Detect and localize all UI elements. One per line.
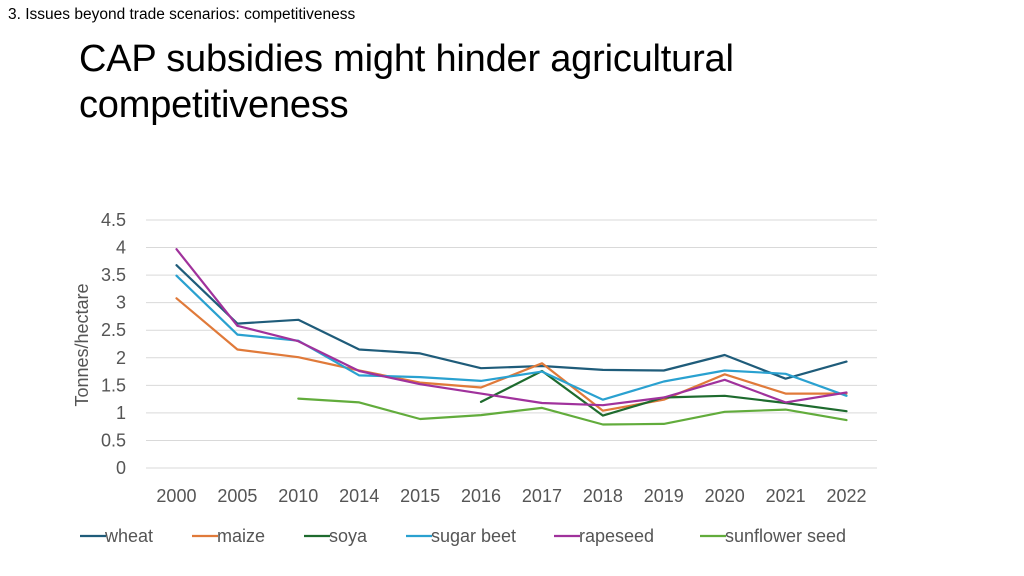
y-tick-label: 0.5	[101, 430, 126, 450]
x-tick-label: 2014	[339, 486, 379, 506]
x-tick-label: 2010	[278, 486, 318, 506]
x-tick-label: 2020	[705, 486, 745, 506]
legend-label: wheat	[104, 526, 153, 546]
x-tick-label: 2005	[217, 486, 257, 506]
x-tick-label: 2017	[522, 486, 562, 506]
x-tick-label: 2022	[827, 486, 867, 506]
legend-item-rapeseed: rapeseed	[554, 526, 654, 546]
legend-label: maize	[217, 526, 265, 546]
y-axis-title: Tonnes/hectare	[72, 283, 92, 406]
y-tick-label: 2	[116, 348, 126, 368]
legend-label: rapeseed	[579, 526, 654, 546]
slide-title: CAP subsidies might hinder agricultural …	[79, 38, 734, 126]
series-line-maize	[175, 297, 848, 412]
y-tick-label: 1.5	[101, 375, 126, 395]
section-label: 3. Issues beyond trade scenarios: compet…	[8, 6, 356, 23]
y-tick-label: 2.5	[101, 320, 126, 340]
legend-item-wheat: wheat	[80, 526, 153, 546]
x-tick-label: 2018	[583, 486, 623, 506]
y-tick-label: 0	[116, 458, 126, 478]
y-axis-ticks: 0 0.5 1 1.5 2 2.5 3 3.5 4 4.5	[101, 210, 126, 478]
legend-label: soya	[329, 526, 368, 546]
legend-item-maize: maize	[192, 526, 265, 546]
legend-item-sugar-beet: sugar beet	[406, 526, 516, 546]
series-line-wheat	[175, 264, 848, 380]
series-line-rapeseed	[175, 248, 848, 407]
y-tick-label: 4.5	[101, 210, 126, 230]
y-tick-label: 4	[116, 238, 126, 258]
legend-label: sunflower seed	[725, 526, 846, 546]
y-tick-label: 1	[116, 403, 126, 423]
x-tick-label: 2016	[461, 486, 501, 506]
gridlines	[146, 219, 877, 469]
x-tick-label: 2015	[400, 486, 440, 506]
legend-item-soya: soya	[304, 526, 368, 546]
legend-label: sugar beet	[431, 526, 516, 546]
x-axis-ticks: 2000 2005 2010 2014 2015 2016 2017 2018 2019 2020…	[156, 486, 866, 506]
legend: wheat maize soya sugar beet rapeseed sunflowe…	[80, 526, 846, 546]
x-tick-label: 2021	[766, 486, 806, 506]
legend-item-sunflower-seed: sunflower seed	[700, 526, 846, 546]
series-lines	[175, 248, 848, 426]
series-line-sunflower-seed	[297, 397, 848, 426]
y-tick-label: 3.5	[101, 265, 126, 285]
y-tick-label: 3	[116, 293, 126, 313]
x-tick-label: 2019	[644, 486, 684, 506]
x-tick-label: 2000	[156, 486, 196, 506]
